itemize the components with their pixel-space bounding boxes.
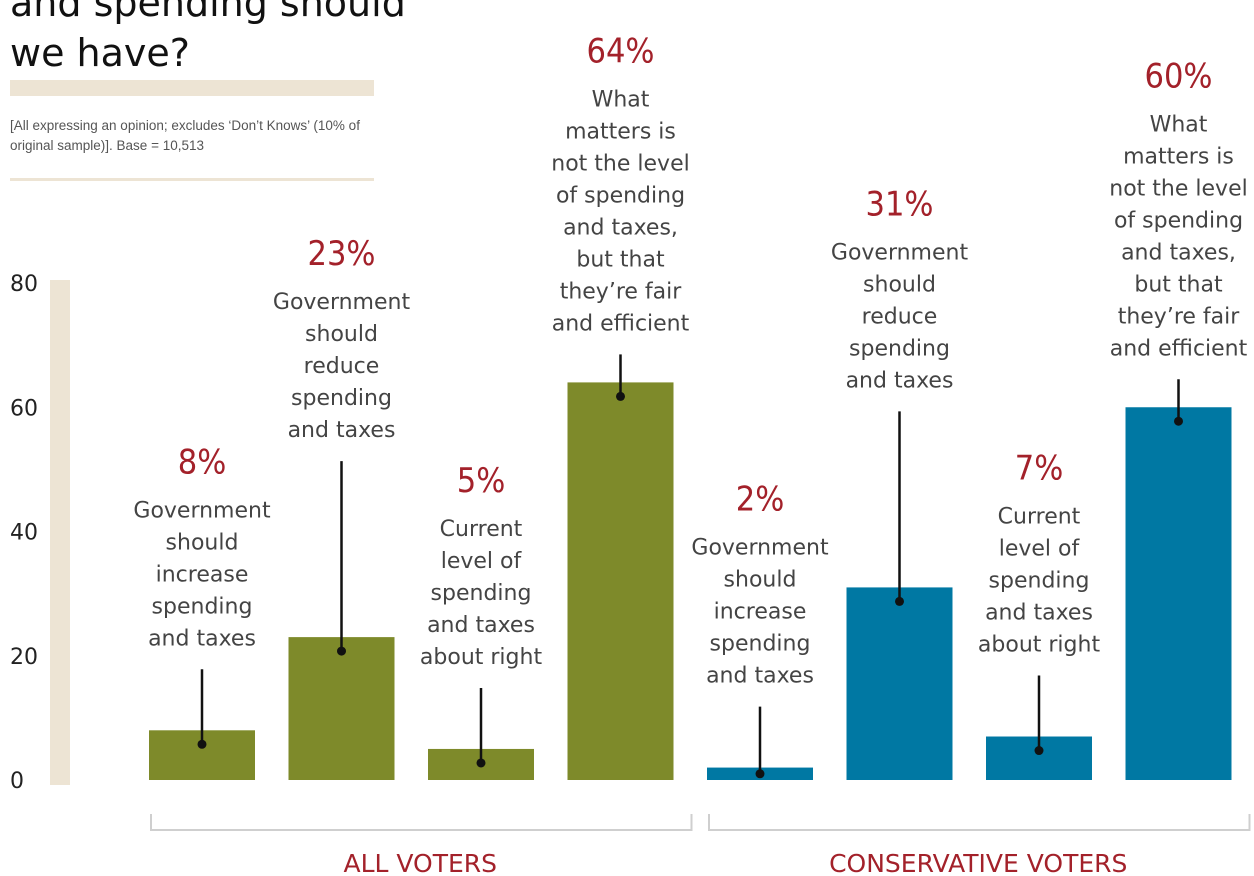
bar-category-label: Government should reduce spending and taxes bbox=[273, 290, 411, 443]
y-tick-label: 20 bbox=[10, 645, 38, 670]
group-bracket bbox=[708, 814, 1251, 831]
label-connector-dot bbox=[476, 758, 486, 768]
y-tick-label: 80 bbox=[10, 272, 38, 297]
label-connector-dot bbox=[1034, 746, 1044, 756]
sample-note: [All expressing an opinion; excludes ‘Do… bbox=[10, 118, 360, 153]
y-tick-label: 0 bbox=[10, 769, 24, 794]
bar-value-label: 60% bbox=[1145, 56, 1213, 96]
title-underline-band bbox=[10, 80, 374, 96]
bar bbox=[846, 587, 953, 780]
bar-value-label: 64% bbox=[587, 31, 655, 71]
group-label: ALL VOTERS bbox=[343, 849, 497, 876]
label-connector-dot bbox=[895, 596, 904, 606]
label-connector-dot bbox=[197, 739, 207, 749]
group-bracket bbox=[150, 814, 693, 831]
y-axis-band bbox=[50, 280, 70, 785]
bar bbox=[288, 637, 395, 780]
note-divider bbox=[10, 178, 374, 181]
bar-category-label: Government should increase spending and taxe… bbox=[691, 536, 829, 689]
label-connector-dot bbox=[337, 646, 346, 656]
bar-category-label: What matters is not the level of spending an… bbox=[551, 87, 689, 336]
bar bbox=[1125, 407, 1232, 780]
bar-value-label: 31% bbox=[866, 184, 934, 224]
bar-value-label: 7% bbox=[1015, 449, 1064, 489]
y-tick-label: 40 bbox=[10, 521, 38, 546]
y-tick-label: 60 bbox=[10, 396, 38, 421]
bar-category-label: Government should reduce spending and taxes bbox=[831, 240, 969, 393]
bar bbox=[567, 382, 674, 780]
bar-category-label: Current level of spending and taxes about ri… bbox=[978, 505, 1101, 658]
label-connector-dot bbox=[1174, 416, 1183, 426]
bar-value-label: 23% bbox=[308, 234, 376, 274]
chart-title: and spending should we have? bbox=[10, 0, 406, 75]
bar-value-label: 2% bbox=[736, 480, 785, 520]
bar-category-label: Government should increase spending and taxe… bbox=[133, 498, 271, 651]
bar-value-label: 5% bbox=[457, 461, 506, 501]
bar-category-label: Current level of spending and taxes about ri… bbox=[420, 517, 543, 670]
label-connector-dot bbox=[616, 391, 625, 401]
label-connector-dot bbox=[755, 769, 765, 779]
bar-category-label: What matters is not the level of spending an… bbox=[1109, 112, 1247, 361]
bar-value-label: 8% bbox=[178, 442, 227, 482]
group-label: CONSERVATIVE VOTERS bbox=[829, 849, 1127, 876]
